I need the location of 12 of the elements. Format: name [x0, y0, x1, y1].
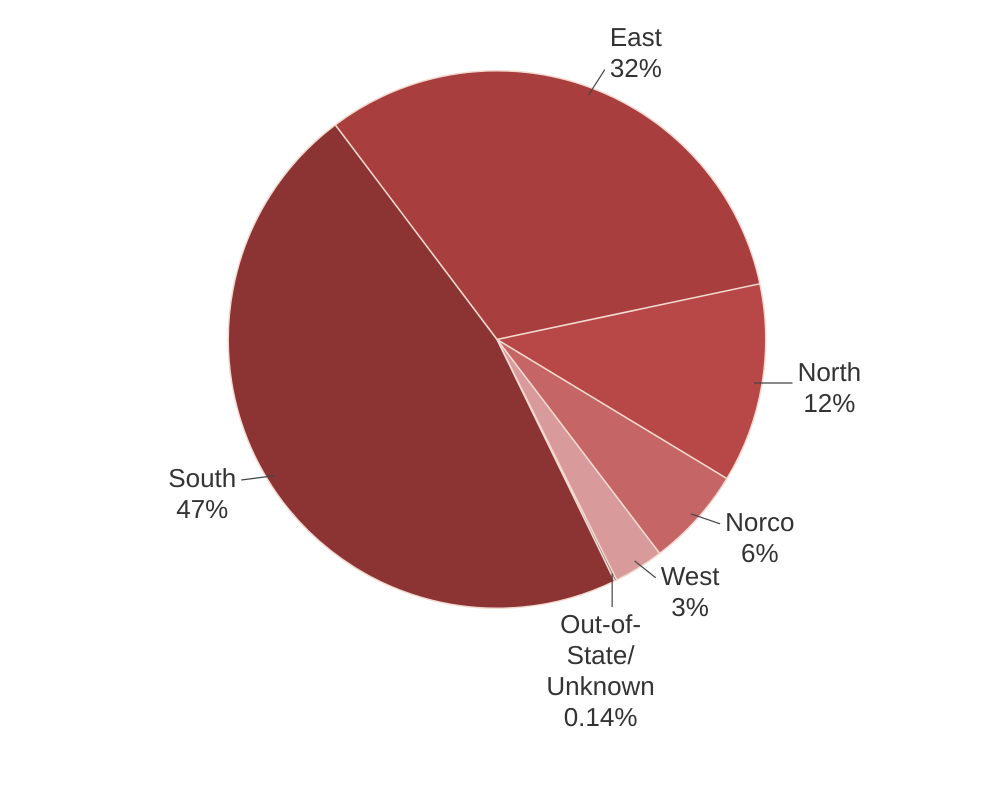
data-label: 6% [741, 538, 779, 568]
slice-label: North [798, 357, 862, 388]
slice-label: Out-of-State/Unknown [546, 608, 655, 701]
data-label: 0.14% [564, 702, 638, 732]
slice-label: East [610, 22, 663, 52]
slice-label: Norco [725, 506, 794, 537]
slice-label: West [660, 560, 720, 591]
data-label: 47% [176, 494, 228, 524]
slice-label: South [168, 463, 236, 494]
data-label: 32% [610, 52, 662, 83]
data-label: 12% [803, 388, 856, 418]
data-label: 3% [671, 592, 709, 622]
